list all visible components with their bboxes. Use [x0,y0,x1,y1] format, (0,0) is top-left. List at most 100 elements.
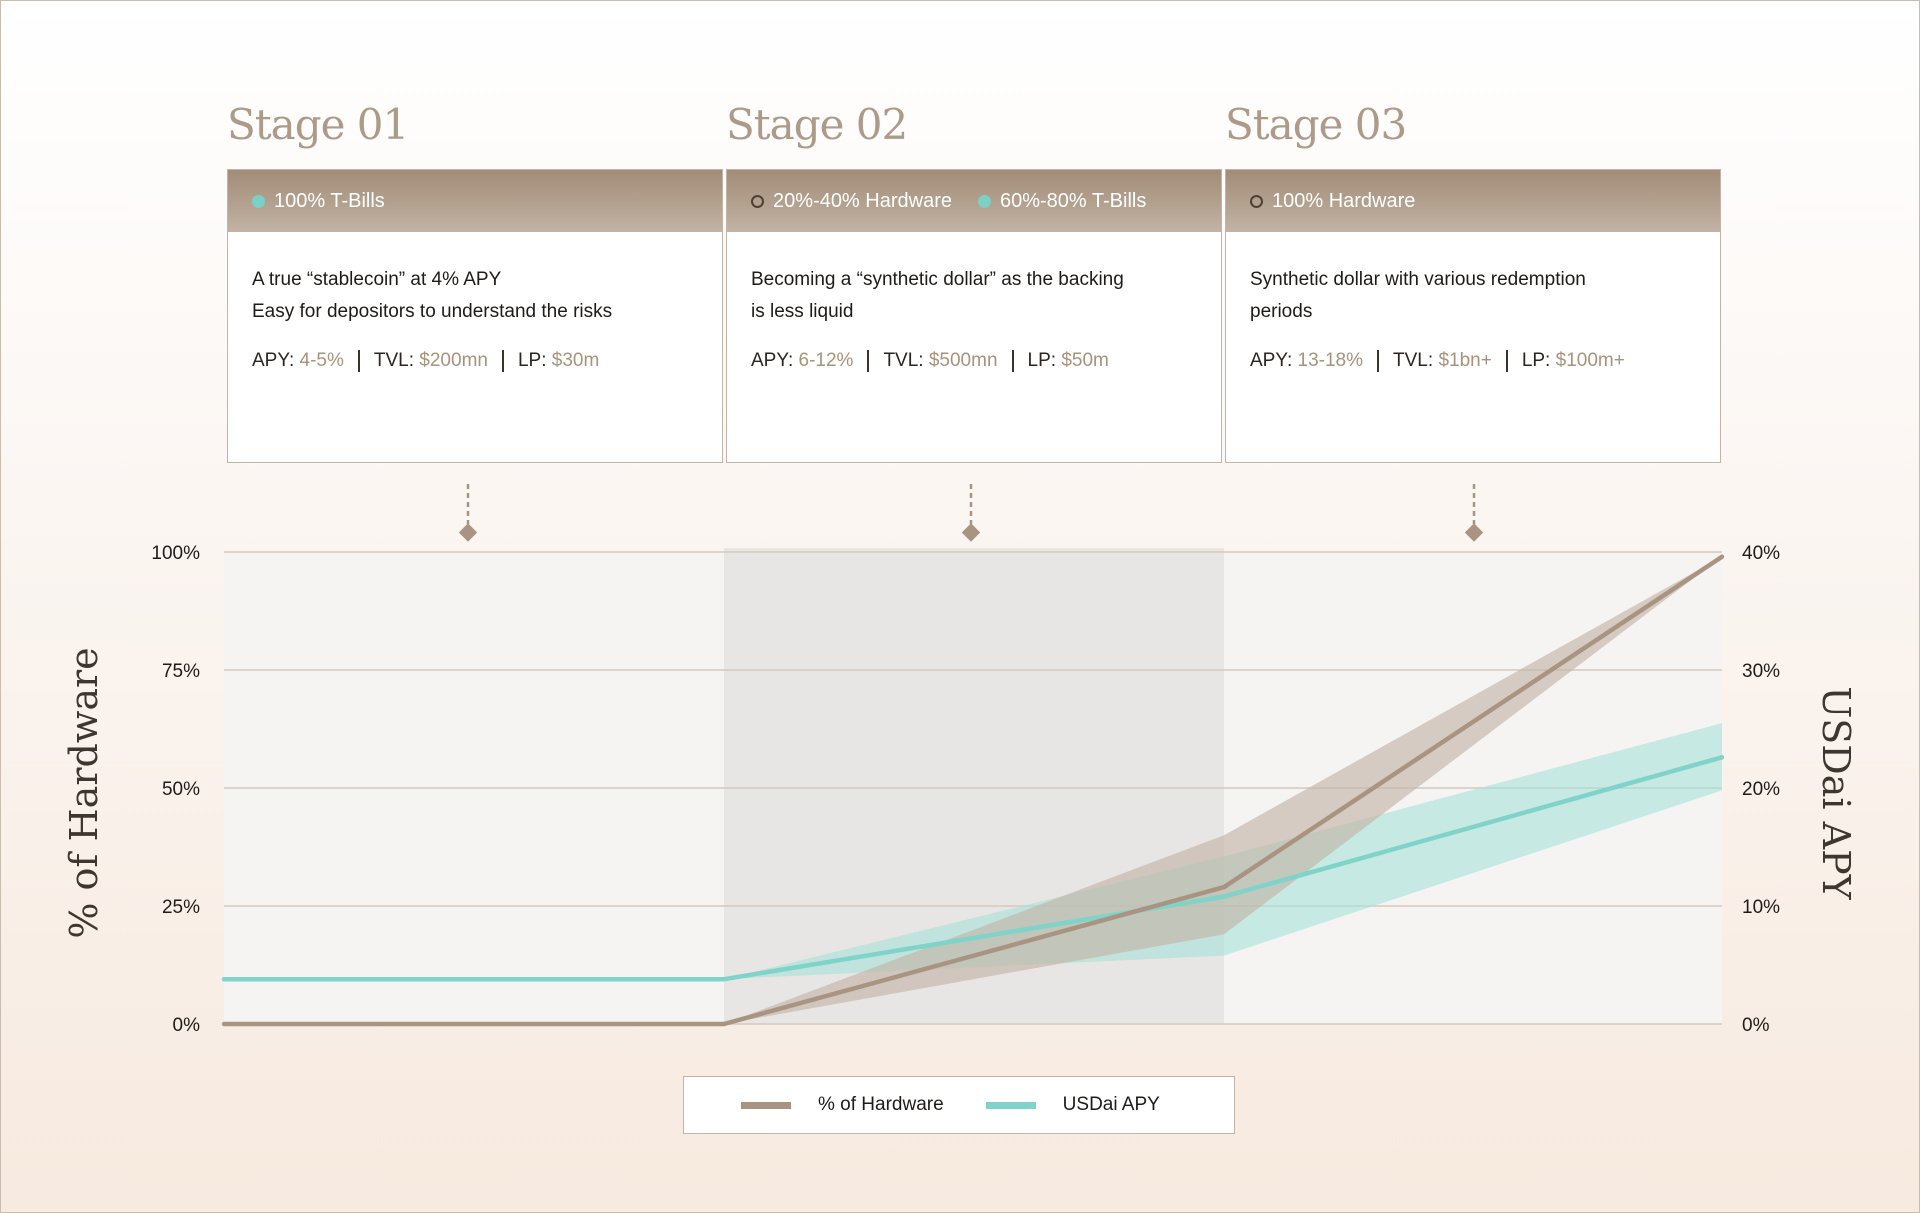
metric-divider [1377,350,1380,372]
metric-value: $500mn [928,350,998,371]
metric-value: 13-18% [1297,350,1364,371]
allocation-badge: 60%-80% T-Bills [977,189,1147,213]
left-axis-ticks: 0% 25% 50% 75% 100% [151,543,200,1036]
legend-label: % of Hardware [818,1094,944,1115]
stage-02-description: Becoming a “synthetic dollar” as the bac… [727,232,1221,328]
usdai-apy-point [221,976,227,982]
lp-metric: LP: $100m+ [1522,350,1625,372]
metric-value: $100m+ [1555,350,1625,371]
stage-01-allocation-header: 100% T-Bills [228,170,722,232]
stage-02-connector [961,484,981,542]
legend-item-hardware: % of Hardware [741,1094,944,1116]
allocation-label: 20%-40% Hardware [773,189,952,212]
metric-value: $50m [1061,350,1109,371]
right-tick-label: 40% [1742,543,1780,564]
metric-divider [1505,350,1508,372]
metric-value: $30m [551,350,600,371]
legend-label: USDai APY [1062,1094,1160,1115]
stage-01-connector [458,484,478,542]
hardware-line [224,554,1724,1027]
tvl-metric: TVL: $500mn [883,350,997,372]
description-line: Becoming a “synthetic dollar” as the bac… [751,269,1124,290]
metric-label: APY: [751,350,794,371]
apy-metric: APY: 4-5% [252,350,344,372]
metric-label: LP: [1521,350,1551,371]
allocation-label: 60%-80% T-Bills [999,189,1147,212]
usdai-apy-point [721,976,727,982]
left-tick-label: 50% [162,779,200,800]
stage-02-allocation-header: 20%-40% Hardware 60%-80% T-Bills [727,170,1221,232]
right-tick-label: 20% [1742,779,1780,800]
metric-label: LP: [517,350,547,371]
metric-label: TVL: [883,350,924,371]
metric-divider [1011,350,1014,372]
stage-03-allocation-header: 100% Hardware [1226,170,1720,232]
right-tick-label: 0% [1742,1015,1770,1036]
description-line: periods [1250,301,1313,322]
allocation-badge: 100% Hardware [1250,190,1415,213]
stage-03-description: Synthetic dollar with various redemption… [1226,232,1720,328]
metric-value: $1bn+ [1438,350,1492,371]
usdai-apy-swatch [985,1101,1036,1109]
right-tick-label: 10% [1742,897,1780,918]
right-tick-label: 30% [1742,661,1780,682]
usdai-apy-point [1221,894,1227,899]
hardware-point [721,1021,727,1027]
hardware-ring-icon [1250,194,1263,208]
stage-02-title: Stage 02 [726,100,908,149]
data-points [221,554,1725,1027]
legend-item-usdai-apy: USDai APY [985,1094,1160,1116]
stage-03-card: 100% Hardware Synthetic dollar with vari… [1225,169,1721,463]
metric-value: 4-5% [299,350,344,371]
usdai-apy-range-band [224,723,1722,980]
metric-label: TVL: [1393,350,1434,371]
hardware-ring-icon [751,194,764,208]
lp-metric: LP: $50m [1028,350,1109,372]
stage-02-card: 20%-40% Hardware 60%-80% T-Bills Becomin… [726,169,1222,463]
stage-03-metrics: APY: 13-18% TVL: $1bn+ LP: $100m+ [1226,328,1720,372]
allocation-label: 100% Hardware [1272,189,1416,212]
metric-divider [357,350,360,372]
hardware-point [1719,554,1725,559]
left-tick-label: 100% [151,543,200,564]
apy-metric: APY: 6-12% [751,350,853,372]
stage-01-metrics: APY: 4-5% TVL: $200mn LP: $30m [228,328,722,372]
metric-divider [867,350,870,372]
chart-plot: 0% 25% 50% 75% 100% 0% 10% 20% 30% 40% [151,543,1780,1036]
hardware-point [221,1021,227,1027]
tbills-dot-icon [252,194,265,208]
metric-label: APY: [1250,350,1293,371]
metric-value: $200mn [419,350,488,371]
stage-01-title: Stage 01 [227,100,409,149]
description-line: Easy for depositors to understand the ri… [252,301,613,322]
tvl-metric: TVL: $1bn+ [1393,350,1492,372]
metric-divider [501,350,504,372]
stage-03-title: Stage 03 [1225,100,1407,149]
allocation-badge: 100% T-Bills [252,190,385,213]
apy-metric: APY: 13-18% [1250,350,1363,372]
metric-label: LP: [1027,350,1057,371]
description-line: is less liquid [751,301,854,322]
hardware-range-band [224,556,1722,1024]
tvl-metric: TVL: $200mn [374,350,488,372]
stage-01-description: A true “stablecoin” at 4% APY Easy for d… [228,232,722,328]
allocation-label: 100% T-Bills [274,189,385,212]
allocation-badge: 20%-40% Hardware [751,190,952,213]
description-line: Synthetic dollar with various redemption [1250,269,1586,290]
left-tick-label: 75% [162,661,200,682]
stage-03-connector [1464,484,1484,542]
usdai-apy-point [1719,755,1725,760]
metric-value: 6-12% [798,350,854,371]
left-tick-label: 25% [162,897,200,918]
description-line: A true “stablecoin” at 4% APY [252,269,502,290]
left-tick-label: 0% [173,1015,201,1036]
hardware-swatch [741,1101,791,1109]
metric-label: APY: [252,350,295,371]
lp-metric: LP: $30m [518,350,599,372]
chart-legend: % of Hardware USDai APY [683,1076,1235,1134]
hardware-point [1221,884,1227,890]
tbills-dot-icon [977,194,991,208]
usdai-apy-line [224,755,1723,982]
metric-label: TVL: [373,350,415,371]
right-axis-ticks: 0% 10% 20% 30% 40% [1742,543,1780,1036]
